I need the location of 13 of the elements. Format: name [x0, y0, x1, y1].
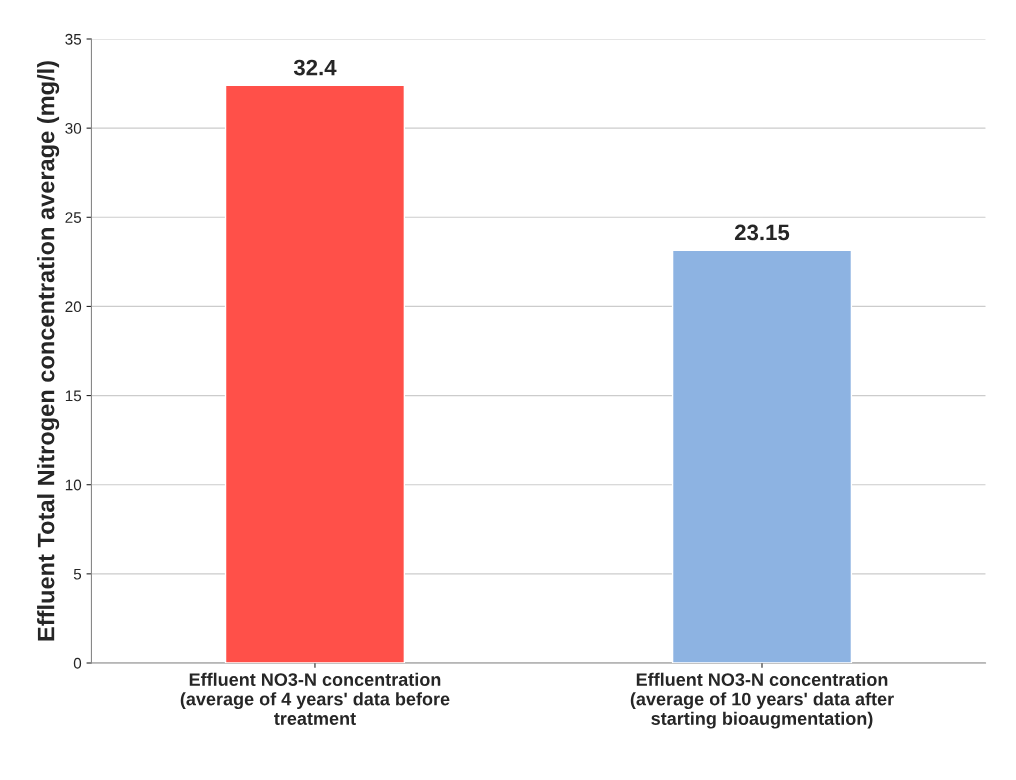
- y-tick-label: 30: [65, 123, 82, 134]
- x-tick-label: Effluent NO3-N concentration (average of 10 years' data after starting bioaugmentation): [630, 672, 894, 729]
- data-label: 32.4: [293, 59, 337, 76]
- y-tick-label: 0: [73, 657, 82, 669]
- data-label: 23.15: [734, 224, 790, 241]
- y-tick-label: 35: [65, 33, 82, 45]
- y-tick-label: 10: [65, 479, 82, 491]
- y-tick-label: 15: [65, 390, 82, 402]
- y-axis-title: Effluent Total Nitrogen concentration average (mg/l): [37, 61, 60, 641]
- y-tick-label: 5: [73, 568, 82, 580]
- x-tick-label: Effluent NO3-N concentration (average of 4 years' data before treatment: [180, 672, 450, 725]
- y-tick-label: 25: [65, 212, 82, 223]
- y-tick-label: 20: [65, 301, 82, 313]
